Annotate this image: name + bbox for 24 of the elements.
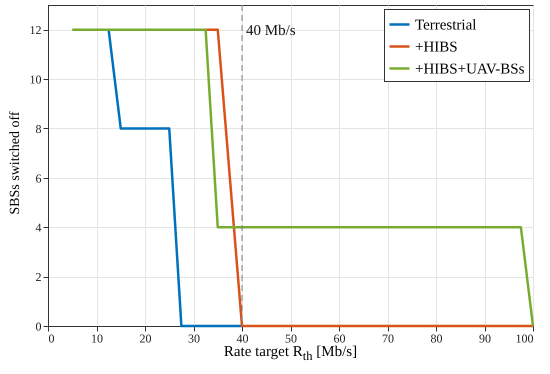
y-tick-label: 4 (36, 220, 42, 235)
legend-label: +HIBS (415, 40, 458, 56)
x-tick-label: 50 (285, 332, 297, 346)
ref-line-label: 40 Mb/s (246, 23, 296, 39)
x-tick-label: 0 (48, 332, 54, 346)
x-tick-label: 20 (140, 332, 152, 346)
y-tick-label: 10 (30, 72, 42, 87)
legend-label: Terrestrial (415, 18, 476, 34)
x-tick-label: 30 (188, 332, 200, 346)
x-tick-label: 80 (430, 332, 442, 346)
x-tick-label: 10 (91, 332, 103, 346)
y-tick-label: 8 (36, 122, 42, 136)
y-tick-label: 12 (30, 23, 42, 38)
x-tick-label: 70 (382, 332, 394, 346)
y-axis-title: SBSs switched off (8, 110, 24, 217)
y-tick-label: 6 (36, 171, 42, 186)
y-tick-label: 2 (36, 270, 42, 284)
y-tick-label: 0 (36, 320, 42, 334)
x-tick-label: 40 (236, 332, 248, 346)
x-tick-label: 100 (516, 332, 534, 346)
legend-label: +HIBS+UAV-BSs (415, 62, 525, 78)
x-tick-label: 90 (479, 332, 491, 346)
x-axis-title: Rate target R$_{th}$ [Mb/s] (222, 344, 358, 364)
x-tick-label: 60 (334, 332, 346, 346)
